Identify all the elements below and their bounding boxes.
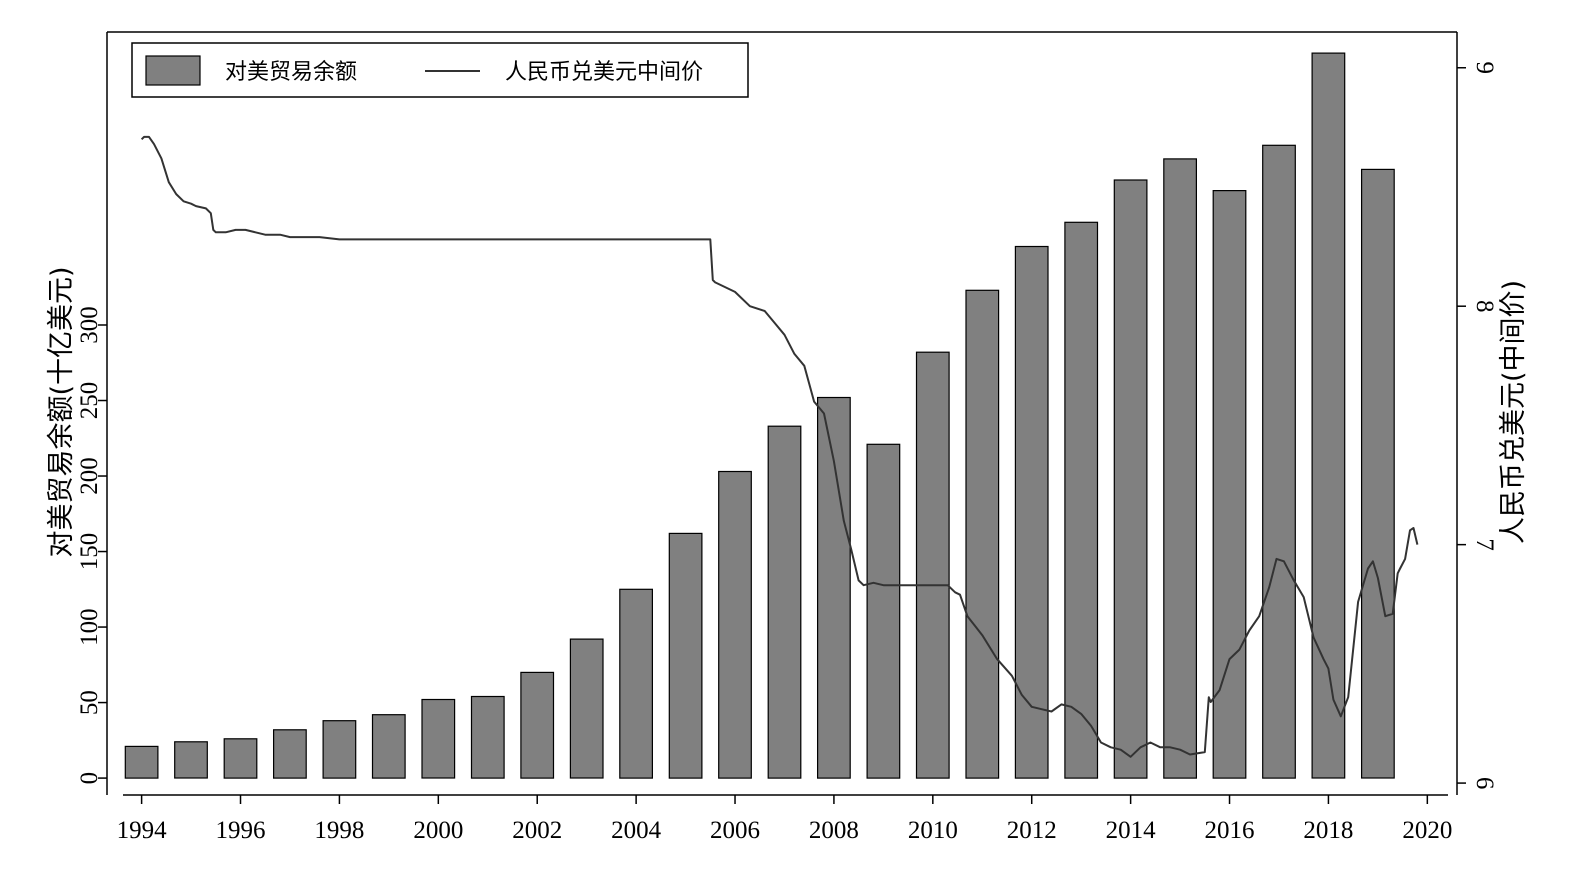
bar-2008 [816,396,851,779]
left-y-tick-label-250: 250 [76,382,103,420]
left-y-tick-label-0: 0 [76,772,103,785]
bar-1998 [322,720,357,779]
bar-2010 [915,351,950,779]
left-y-tick-label-100: 100 [76,608,103,646]
bar-2005 [668,532,703,779]
x-tick-label-2012: 2012 [1007,817,1057,844]
exchange-rate-line [140,135,1419,758]
bar-2018 [1311,52,1346,779]
bar-1999 [371,714,406,779]
bar-2001 [470,695,505,779]
x-tick-label-1994: 1994 [117,817,168,844]
right-y-tick-label-9: 9 [1471,62,1498,75]
x-tick-label-2010: 2010 [908,817,958,844]
x-tick-label-2000: 2000 [413,817,463,844]
bar-2013 [1064,221,1099,779]
x-axis-ticks: 1994 1996 1998 2000 2002 2004 2006 2008 2010 2012… [117,795,1452,844]
bars-layer [124,52,1395,779]
x-tick-label-2002: 2002 [512,817,562,844]
legend: 对美贸易余额 人民币兑美元中间价 [131,42,749,98]
bar-2016 [1212,190,1247,779]
bar-2003 [569,638,604,779]
bar-2012 [1014,245,1049,779]
legend-bar-swatch [145,55,201,86]
legend-label-trade-balance: 对美贸易余额 [225,60,357,85]
left-y-tick-label-300: 300 [76,306,103,344]
x-tick-label-2014: 2014 [1106,817,1157,844]
legend-label-exchange-rate: 人民币兑美元中间价 [505,60,703,85]
bar-2011 [965,289,1000,779]
right-y-tick-label-7: 7 [1471,538,1498,551]
right-axis-title: 人民币兑美元(中间价) [1498,280,1529,544]
bar-2000 [421,698,456,779]
x-tick-label-1998: 1998 [314,817,364,844]
bar-2007 [767,425,802,779]
left-axis-title: 对美贸易余额(十亿美元) [46,266,77,557]
bar-2015 [1163,158,1198,779]
bar-1994 [124,745,159,779]
right-y-tick-label-8: 8 [1471,300,1498,313]
bar-2014 [1113,179,1148,779]
bar-1997 [273,729,307,779]
line-layer [140,135,1419,758]
x-tick-label-2020: 2020 [1402,817,1452,844]
bar-2009 [866,443,901,779]
left-y-axis-ticks: 0 50 100 150 200 250 300 [76,306,107,784]
bar-2006 [718,470,752,779]
left-y-tick-label-50: 50 [76,690,103,715]
left-y-tick-label-150: 150 [76,533,103,571]
bar-2004 [619,588,653,779]
right-y-axis-ticks: 6 7 8 9 [1457,62,1498,790]
bar-2019 [1360,168,1395,779]
bar-2002 [520,671,555,779]
right-y-tick-label-6: 6 [1471,777,1498,790]
bar-1995 [174,741,208,779]
bar-1996 [223,738,258,779]
x-tick-label-2008: 2008 [809,817,859,844]
x-tick-label-2018: 2018 [1303,817,1353,844]
x-tick-label-2004: 2004 [611,817,662,844]
x-tick-label-2006: 2006 [710,817,760,844]
x-tick-label-2016: 2016 [1205,817,1255,844]
bar-2017 [1262,144,1296,779]
left-y-tick-label-200: 200 [76,457,103,495]
x-tick-label-1996: 1996 [216,817,266,844]
